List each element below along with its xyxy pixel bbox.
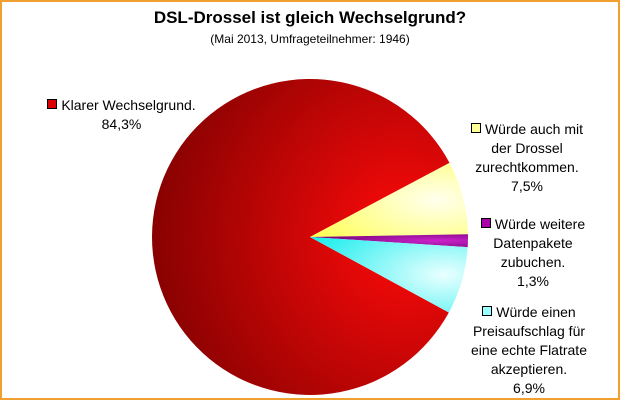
chart-title: DSL-Drossel ist gleich Wechselgrund? — [153, 8, 467, 27]
slice-value: 1,3% — [517, 273, 549, 289]
chart-subtitle: (Mai 2013, Umfrageteilnehmer: 1946) — [210, 32, 410, 46]
slice-klarer-wechselgrund — [152, 78, 450, 395]
slice-label-datenpakete: Würde weitere Datenpakete zubuchen. 1,3% — [468, 215, 598, 291]
legend-swatch-purple — [480, 218, 491, 228]
slice-value: 84,3% — [101, 116, 142, 132]
slice-value: 6,9% — [513, 380, 545, 396]
legend-swatch-red — [47, 99, 58, 109]
legend-swatch-cyan — [482, 306, 493, 316]
slice-value: 7,5% — [511, 178, 543, 194]
slice-preisaufschlag — [310, 237, 468, 313]
legend-swatch-yellow — [470, 123, 481, 133]
slice-label-drossel: Würde auch mit der Drossel zurechtkommen… — [452, 120, 602, 196]
slice-drossel — [310, 162, 468, 237]
slice-datenpakete — [310, 234, 469, 248]
slice-label-preisaufschlag: Würde einen Preisaufschlag für eine echt… — [450, 303, 608, 398]
slice-label-klarer-wechselgrund: Klarer Wechselgrund. 84,3% — [24, 96, 219, 134]
